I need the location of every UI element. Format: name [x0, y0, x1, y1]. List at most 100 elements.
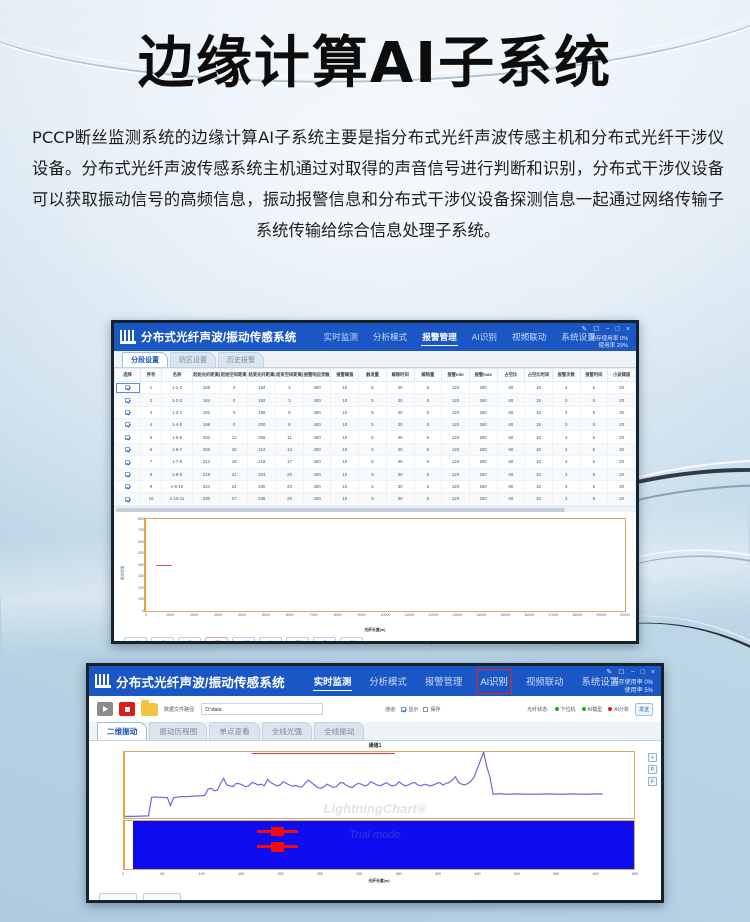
- nav-item-analysis-2[interactable]: 分析模式: [369, 675, 407, 687]
- checkbox-save-box[interactable]: [423, 706, 429, 712]
- chart-action-button-3[interactable]: 删除: [205, 636, 228, 641]
- data-path-input[interactable]: D:\data: [201, 703, 324, 715]
- app-logo-icon-2: [95, 674, 111, 688]
- tab-history-alarm[interactable]: 历史报警: [218, 352, 264, 367]
- bottom-button-2[interactable]: [143, 893, 181, 900]
- row-checkbox[interactable]: [114, 430, 142, 444]
- checkbox-show-box[interactable]: [401, 706, 407, 712]
- edit-icon-2[interactable]: ✎: [606, 669, 613, 676]
- row-checkbox[interactable]: [114, 405, 142, 420]
- tab-vibration-history[interactable]: 振动历程图: [149, 722, 208, 740]
- minimize-icon-2[interactable]: −: [630, 668, 635, 676]
- table-cell: 10: [330, 479, 360, 494]
- bottom-button-1[interactable]: [99, 893, 137, 900]
- table-cell: 0: [219, 418, 249, 432]
- table-row[interactable]: 4 1-4-5 198 0 200 8 400 10 5 30 5 120 260 60 15 3 5 20: [114, 418, 636, 432]
- chart-zoom-controls[interactable]: + P F: [648, 753, 657, 786]
- tabstrip-2[interactable]: 二维振动 振动历程图 单点查看 全线光强 全线振动: [89, 722, 661, 741]
- table-cell: 10: [330, 405, 360, 420]
- chart-action-button-4[interactable]: 分段: [232, 636, 255, 641]
- nav-item-alarm-2[interactable]: 报警管理: [424, 675, 463, 687]
- table-row[interactable]: 3 1-3-4 192 0 198 5 400 10 5 30 5 120 260 60 15 3 5 20: [114, 405, 636, 420]
- chart-action-button-1[interactable]: 保存: [151, 636, 174, 641]
- window-controls-1[interactable]: ✎ ☐ − □ ×: [581, 325, 630, 334]
- minimize-icon[interactable]: −: [605, 325, 610, 333]
- nav-item-ai-1[interactable]: AI识别: [471, 331, 497, 342]
- tab-single-point[interactable]: 单点查看: [209, 722, 260, 740]
- nav-item-analysis-1[interactable]: 分析模式: [372, 331, 408, 342]
- checkbox-show[interactable]: 显示: [401, 706, 418, 713]
- table-row[interactable]: 10 1-10-11 230 27 236 26 400 10 5 30 5 120 260 60 15 3 5…: [114, 492, 636, 506]
- stop-icon[interactable]: [119, 702, 135, 716]
- table-row[interactable]: 9 1-9-10 224 24 230 23 400 10 5 30 5 120 260 60 15 3 5 20: [114, 479, 636, 494]
- window-controls-2[interactable]: ✎ ☐ − □ ×: [606, 668, 655, 677]
- nav-item-alarm-1[interactable]: 报警管理: [421, 329, 458, 346]
- folder-icon[interactable]: [141, 699, 158, 716]
- chart2-x-tick: 0: [122, 872, 124, 876]
- tabstrip-1[interactable]: 分段设置 防区设置 历史报警: [114, 351, 636, 368]
- nav-item-settings-2[interactable]: 系统设置: [581, 675, 619, 687]
- table-cell: 30: [385, 442, 415, 457]
- chart-action-button-7[interactable]: 导入: [313, 636, 336, 641]
- row-checkbox[interactable]: [114, 479, 142, 494]
- table-row[interactable]: 8 1-8-9 218 21 224 20 400 10 5 30 5 120 260 60 15 3 5 20: [114, 467, 636, 481]
- restore-icon-2[interactable]: ☐: [618, 669, 625, 676]
- button-dot-icon: [345, 641, 348, 644]
- row-checkbox[interactable]: [114, 492, 142, 506]
- play-icon[interactable]: [97, 702, 113, 716]
- tab-line-intensity[interactable]: 全线光强: [261, 722, 313, 740]
- row-checkbox[interactable]: [114, 393, 142, 407]
- chart-action-button-8[interactable]: 导出: [340, 636, 363, 644]
- chart-action-button-6[interactable]: 清除: [286, 636, 309, 641]
- mem-usage-2: 使用率 5%: [624, 687, 653, 694]
- nav-item-ai-2[interactable]: AI识别: [476, 668, 512, 694]
- row-checkbox[interactable]: [114, 380, 142, 395]
- row-checkbox[interactable]: [114, 442, 142, 457]
- restore-icon[interactable]: ☐: [593, 326, 600, 333]
- chart-x-tick: 19000: [596, 612, 607, 617]
- table-cell: 5: [413, 393, 443, 407]
- tab-segment-config[interactable]: 分段设置: [122, 352, 168, 367]
- nav-item-video-2[interactable]: 视频联动: [525, 675, 564, 687]
- table-row[interactable]: 6 1-6-7 206 15 212 14 400 10 5 30 5 120 260 60 15 3 5 20: [114, 442, 636, 457]
- table-row[interactable]: 1 1-1-2 168 0 184 2 400 10 5 30 5 120 260 60 15 3 5 20: [114, 380, 636, 395]
- chart-action-button-2[interactable]: 导入: [178, 636, 201, 641]
- row-checkbox[interactable]: [114, 467, 142, 481]
- fit-button[interactable]: F: [648, 777, 657, 786]
- table-cell: 3: [551, 418, 581, 432]
- tab-line-vibration[interactable]: 全线振动: [314, 722, 365, 740]
- table-horizontal-scrollbar[interactable]: [114, 505, 636, 512]
- app-nav-1[interactable]: 实时监测 分析模式 报警管理 AI识别 视频联动 系统设置: [323, 329, 597, 346]
- tab-zone-config[interactable]: 防区设置: [170, 352, 216, 367]
- maximize-icon[interactable]: □: [615, 325, 620, 333]
- pan-button[interactable]: P: [648, 765, 657, 774]
- table-cell: 60: [496, 393, 526, 407]
- send-button[interactable]: 发送: [634, 702, 653, 716]
- tab-2d-vibration[interactable]: 二维振动: [97, 722, 148, 740]
- nav-item-video-1[interactable]: 视频联动: [511, 331, 547, 342]
- table-cell: 60: [496, 405, 526, 420]
- checkbox-save[interactable]: 保存: [423, 706, 440, 713]
- chart-button-row[interactable]: 新增 保存 导入 删除 分段 合并 清除 导入 导出: [114, 633, 636, 644]
- nav-item-realtime-2[interactable]: 实时监测: [312, 672, 353, 691]
- table-col-4: 起始空间距离(m): [219, 368, 249, 382]
- close-icon[interactable]: ×: [625, 325, 630, 333]
- table-col-15: 占空比时间: [524, 368, 553, 382]
- table-row[interactable]: 2 1-2-3 184 0 192 3 400 10 5 30 5 120 260 60 15 3 5 20: [114, 393, 636, 407]
- maximize-icon-2[interactable]: □: [640, 668, 645, 676]
- edit-icon[interactable]: ✎: [581, 326, 588, 333]
- zoom-in-button[interactable]: +: [648, 753, 657, 762]
- row-checkbox[interactable]: [114, 455, 142, 469]
- table-cell: 8: [275, 418, 304, 432]
- chart-action-button-5[interactable]: 合并: [259, 636, 282, 641]
- nav-item-settings-1[interactable]: 系统设置: [561, 331, 596, 342]
- chart-action-button-0[interactable]: 新增: [124, 636, 147, 641]
- bottom-button-row[interactable]: [89, 891, 661, 900]
- nav-item-realtime-1[interactable]: 实时监测: [323, 331, 358, 342]
- app-nav-2[interactable]: 实时监测 分析模式 报警管理 AI识别 视频联动 系统设置: [312, 668, 620, 694]
- table-row[interactable]: 5 1-5-6 200 12 206 11 400 10 5 30 5 120 260 60 15 3 5 20: [114, 430, 636, 444]
- chart2-x-tick: 650: [632, 872, 638, 876]
- table-row[interactable]: 7 1-7-8 212 18 218 17 400 10 5 30 5 120 260 60 15 3 5 20: [114, 455, 636, 469]
- row-checkbox[interactable]: [114, 418, 142, 432]
- close-icon-2[interactable]: ×: [650, 668, 655, 676]
